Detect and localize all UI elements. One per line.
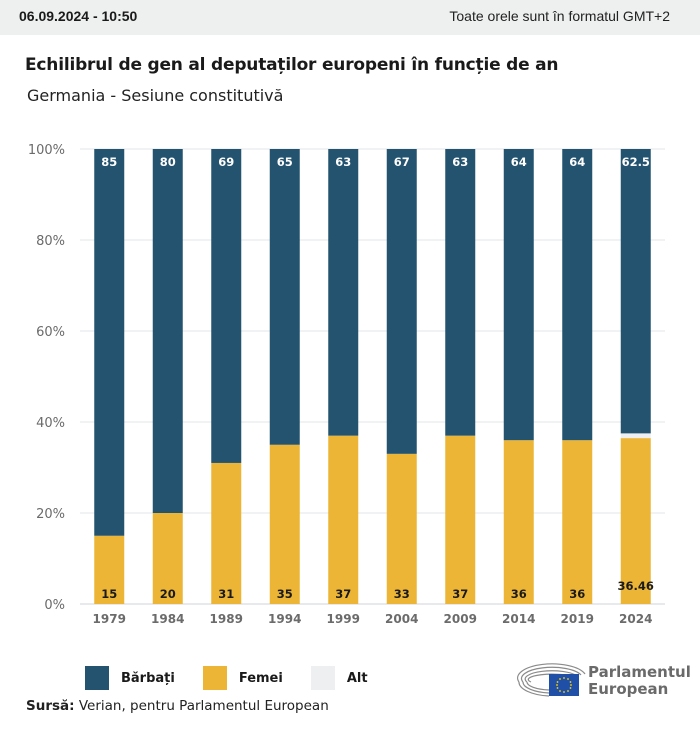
y-tick-label: 0%	[44, 598, 65, 613]
bar-men[interactable]	[269, 149, 300, 445]
y-tick-label: 60%	[36, 325, 65, 340]
x-tick-label: 1999	[327, 612, 360, 626]
bar-other[interactable]	[620, 433, 651, 439]
bar-women[interactable]	[152, 513, 183, 604]
data-label-men: 63	[335, 155, 351, 169]
bar-women[interactable]	[269, 444, 300, 604]
european-parliament-logo: Parlamentul European	[515, 660, 691, 704]
bar-women[interactable]	[386, 453, 417, 604]
data-label-men: 85	[101, 155, 117, 169]
bars: 15 85 20 80 31 69 35 65 37 63 33 67 37 63 36 64 36 64 36.4…	[94, 149, 654, 604]
data-label-women: 31	[218, 587, 234, 601]
chart-title: Echilibrul de gen al deputaților europen…	[25, 55, 559, 75]
y-tick-label: 100%	[28, 143, 65, 158]
data-label-men: 65	[277, 155, 293, 169]
source-label: Sursă:	[26, 698, 75, 714]
y-tick-label: 40%	[36, 416, 65, 431]
stacked-bar-chart: 0% 20% 40% 60% 80% 100% 15 85 20 80 31 69 35 65 37 63 3…	[28, 143, 665, 626]
y-tick-label: 80%	[36, 234, 65, 249]
logo-line2: European	[588, 680, 669, 698]
legend-swatch-women	[202, 666, 227, 690]
data-label-men: 64	[511, 155, 527, 169]
x-tick-label: 2004	[385, 612, 418, 626]
source-text: Verian, pentru Parlamentul European	[74, 698, 329, 714]
legend-swatch-men	[85, 666, 109, 690]
bar-women[interactable]	[620, 438, 651, 604]
bar-women[interactable]	[503, 440, 534, 604]
data-label-women: 36.46	[618, 579, 654, 593]
bar-men[interactable]	[386, 149, 417, 454]
x-tick-label: 1994	[268, 612, 301, 626]
x-tick-label: 1979	[93, 612, 126, 626]
bar-women[interactable]	[211, 462, 242, 604]
x-tick-label: 2014	[502, 612, 535, 626]
data-label-men: 67	[394, 155, 410, 169]
bar-men[interactable]	[503, 149, 534, 441]
x-tick-label: 1989	[210, 612, 243, 626]
bar-men[interactable]	[94, 149, 125, 536]
bar-men[interactable]	[328, 149, 359, 436]
legend-item-women[interactable]: Femei	[202, 666, 283, 690]
eu-flag-icon	[549, 674, 579, 696]
data-label-women: 33	[394, 587, 410, 601]
legend-label-men: Bărbați	[121, 670, 175, 686]
data-label-women: 35	[277, 587, 293, 601]
y-axis-ticks: 0% 20% 40% 60% 80% 100%	[28, 143, 65, 613]
bar-women[interactable]	[562, 440, 593, 604]
bar-women[interactable]	[328, 435, 359, 604]
data-label-women: 37	[335, 587, 351, 601]
logo-line1: Parlamentul	[588, 663, 691, 681]
bar-men[interactable]	[445, 149, 476, 436]
chart-subtitle: Germania - Sesiune constitutivă	[27, 86, 284, 105]
data-label-women: 37	[452, 587, 468, 601]
data-label-men: 62.5	[622, 155, 650, 169]
timezone-note: Toate orele sunt în formatul GMT+2	[449, 8, 670, 24]
bar-men[interactable]	[152, 149, 183, 513]
data-label-women: 36	[511, 587, 527, 601]
bar-men[interactable]	[562, 149, 593, 441]
data-label-men: 64	[569, 155, 585, 169]
x-tick-label: 2009	[444, 612, 477, 626]
legend-label-women: Femei	[238, 670, 283, 686]
data-label-women: 36	[569, 587, 585, 601]
top-bar: 06.09.2024 - 10:50 Toate orele sunt în f…	[0, 0, 700, 35]
bar-women[interactable]	[94, 535, 125, 604]
x-tick-label: 1984	[151, 612, 184, 626]
legend: Bărbați Femei Alt	[85, 666, 396, 690]
bar-women[interactable]	[445, 435, 476, 604]
x-axis-ticks: 1979 1984 1989 1994 1999 2004 2009 2014 2019 2024	[93, 612, 653, 626]
legend-item-men[interactable]: Bărbați	[85, 666, 175, 690]
logo-text: Parlamentul European	[588, 664, 691, 698]
bar-men[interactable]	[211, 149, 242, 463]
x-tick-label: 2019	[561, 612, 594, 626]
legend-label-other: Alt	[346, 670, 368, 686]
data-label-men: 69	[218, 155, 234, 169]
y-tick-label: 20%	[36, 507, 65, 522]
parliament-hemicycle-icon	[517, 663, 586, 697]
data-label-men: 80	[160, 155, 176, 169]
data-label-women: 20	[160, 587, 176, 601]
legend-item-other[interactable]: Alt	[310, 666, 368, 690]
data-label-women: 15	[101, 587, 117, 601]
datetime: 06.09.2024 - 10:50	[19, 8, 138, 24]
x-tick-label: 2024	[619, 612, 652, 626]
source-note: Sursă: Verian, pentru Parlamentul Europe…	[26, 698, 329, 714]
legend-swatch-other	[310, 666, 335, 690]
data-label-men: 63	[452, 155, 468, 169]
bar-men[interactable]	[620, 149, 651, 434]
